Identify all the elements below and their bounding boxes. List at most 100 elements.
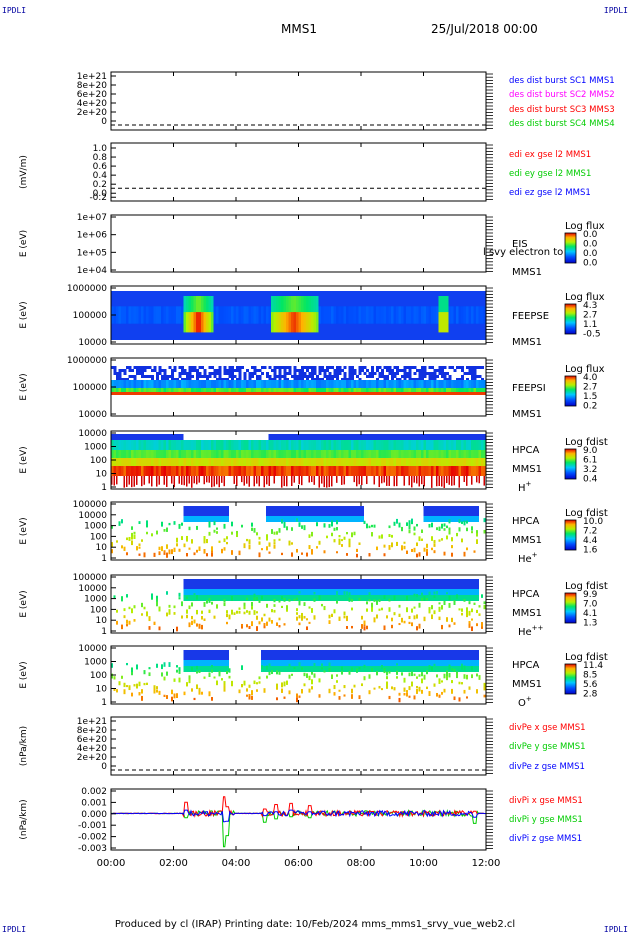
spectrogram-cell: [161, 369, 164, 372]
spectrogram-cell: [213, 589, 217, 595]
spectrogram-cell: [428, 650, 432, 660]
spectrogram-cell: [436, 369, 439, 372]
spectrogram-cell: [228, 450, 232, 458]
spectrogram-cell: [158, 372, 162, 375]
spectrogram-cell: [408, 450, 412, 458]
spectrogram-cell: [116, 540, 118, 543]
spectrogram-cell: [331, 476, 333, 487]
spectrogram-cell: [411, 579, 414, 589]
spectrogram-cell: [291, 312, 294, 333]
spectrogram-cell: [188, 366, 192, 369]
spectrogram-cell: [216, 388, 219, 392]
spectrogram-cell: [126, 450, 129, 458]
spectrogram-cell: [246, 579, 249, 589]
spectrogram-cell: [198, 458, 202, 466]
spectrogram-cell: [448, 392, 452, 395]
spectrogram-cell: [306, 369, 309, 372]
spectrogram-cell: [193, 589, 197, 595]
spectrogram-cell: [386, 671, 388, 676]
spectrogram-cell: [176, 537, 178, 543]
spectrogram-cell: [348, 666, 352, 672]
spectrogram-cell: [471, 366, 474, 369]
spectrogram-cell: [318, 440, 322, 450]
spectrogram-cell: [361, 595, 364, 601]
spectrogram-cell: [253, 306, 257, 324]
spectrogram-cell: [413, 392, 417, 395]
spectrogram-cell: [188, 589, 192, 595]
spectrogram-cell: [451, 589, 454, 595]
spectrogram-cell: [308, 312, 312, 333]
spectrogram-cell: [288, 663, 291, 668]
spectrogram-cell: [438, 609, 441, 612]
spectrogram-cell: [223, 589, 227, 595]
spectrogram-cell: [366, 388, 369, 392]
spectrogram-cell: [408, 476, 410, 486]
spectrogram-cell: [283, 466, 287, 476]
spectrogram-cell: [223, 547, 226, 551]
spectrogram-cell: [331, 666, 334, 672]
spectrogram-cell: [111, 525, 113, 529]
spectrogram-cell: [208, 589, 212, 595]
spectrogram-cell: [278, 579, 282, 589]
spectrogram-cell: [261, 450, 264, 458]
spectrogram-cell: [441, 538, 443, 541]
spectrogram-cell: [223, 440, 227, 450]
spectrogram-cell: [436, 375, 439, 378]
spectrogram-cell: [293, 516, 297, 522]
spectrogram-cell: [231, 375, 234, 378]
spectrogram-cell: [196, 684, 198, 690]
spectrogram-cell: [358, 388, 362, 392]
spectrogram-cell: [371, 605, 373, 609]
spectrogram-cell: [441, 660, 444, 666]
spectrogram-cell: [251, 690, 253, 696]
spectrogram-cell: [211, 546, 213, 551]
spectrogram-cell: [351, 599, 353, 602]
spectrogram-cell: [448, 476, 450, 485]
spectrogram-cell: [403, 458, 407, 466]
spectrogram-cell: [446, 458, 449, 466]
spectrogram-cell: [263, 623, 266, 626]
spectrogram-cell: [336, 388, 339, 392]
spectrogram-cell: [318, 666, 322, 672]
spectrogram-cell: [411, 458, 414, 466]
y-axis-label: (nPa/km): [19, 799, 29, 839]
spectrogram-cell: [288, 466, 292, 476]
spectrogram-cell: [476, 666, 479, 672]
spectrogram-cell: [326, 392, 329, 395]
spectrogram-cell: [388, 579, 392, 589]
spectrogram-cell: [221, 476, 223, 483]
spectrogram-cell: [268, 595, 272, 601]
spectrogram-cell: [256, 392, 259, 395]
spectrogram-cell: [276, 380, 279, 388]
spectrogram-cell: [246, 306, 249, 324]
spectrogram-cell: [143, 375, 147, 378]
spectrogram-cell: [141, 476, 143, 487]
spectrogram-cell: [358, 695, 361, 700]
spectrogram-cell: [476, 533, 478, 537]
spectrogram-cell: [193, 369, 197, 372]
spectrogram-cell: [163, 694, 166, 697]
spectrogram-cell: [213, 458, 217, 466]
spectrogram-cell: [188, 595, 192, 601]
spectrogram-cell: [283, 579, 287, 589]
spectrogram-cell: [168, 549, 171, 555]
spectrogram-cell: [481, 458, 484, 466]
spectrogram-cell: [351, 458, 354, 466]
spectrogram-cell: [303, 589, 307, 595]
spectrogram-cell: [383, 375, 387, 378]
spectrogram-cell: [291, 450, 294, 458]
spectrogram-cell: [316, 506, 319, 516]
spectrogram-cell: [201, 666, 204, 672]
spectrogram-cell: [366, 466, 369, 476]
spectrogram-cell: [241, 392, 244, 395]
spectrogram-cell: [311, 440, 314, 450]
spectrogram-cell: [218, 589, 222, 595]
spectrogram-cell: [366, 666, 369, 672]
spectrogram-cell: [313, 650, 317, 660]
spectrogram-cell: [443, 366, 447, 369]
spectrogram-cell: [446, 672, 448, 677]
spectrogram-cell: [193, 476, 195, 484]
spectrogram-cell: [271, 670, 273, 675]
spectrogram-cell: [131, 608, 133, 614]
spectrogram-cell: [256, 579, 259, 589]
